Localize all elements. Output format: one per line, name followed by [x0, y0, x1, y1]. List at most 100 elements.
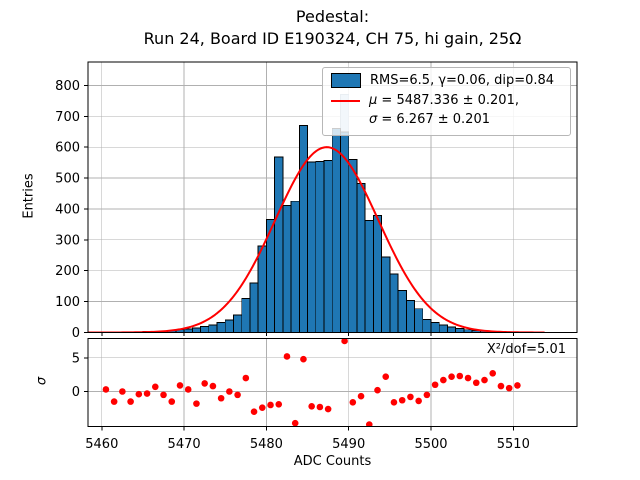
histogram-bar — [438, 324, 448, 333]
histogram-bar — [422, 319, 432, 333]
residual-point — [102, 386, 110, 393]
histogram-bar — [233, 314, 243, 333]
x-tick-label: 5470 — [168, 437, 201, 452]
residual-point — [127, 398, 134, 405]
y-tick-residual-label: 0 — [72, 385, 80, 400]
residual-point — [258, 404, 266, 411]
residual-point — [374, 386, 381, 394]
main-panel-border — [87, 61, 578, 333]
y-tick-label: 200 — [55, 264, 80, 279]
residual-point — [184, 386, 192, 393]
residual-point — [448, 373, 455, 380]
legend-fit-entry: μ = 5487.336 ± 0.201, σ = 6.267 ± 0.201 — [331, 91, 562, 129]
histogram-bar — [389, 273, 399, 333]
histogram-bar — [331, 128, 341, 333]
residual-point — [349, 398, 357, 406]
residual-point — [308, 403, 315, 410]
chart-title: Pedestal: Run 24, Board ID E190324, CH 7… — [88, 6, 577, 50]
residual-point — [431, 381, 439, 389]
residual-point — [514, 382, 521, 389]
residual-point — [217, 394, 225, 402]
x-tick-label: 5510 — [497, 437, 530, 452]
residual-point — [341, 338, 348, 345]
residual-point — [176, 382, 184, 389]
histogram-bar — [307, 161, 317, 333]
histogram-bar — [274, 156, 284, 333]
histogram-bar — [414, 308, 424, 333]
legend-histogram-swatch — [331, 73, 361, 88]
histogram-bar — [191, 327, 202, 333]
residual-point — [143, 390, 151, 397]
y-tick-label: 500 — [55, 172, 80, 187]
y-tick-label: 300 — [55, 233, 80, 248]
residual-point — [357, 392, 365, 400]
chart-title-line2: Run 24, Board ID E190324, CH 75, hi gain… — [143, 29, 522, 48]
residual-point — [226, 388, 233, 395]
residual-panel-border — [87, 338, 578, 427]
residual-point — [250, 408, 258, 416]
residual-point — [119, 388, 126, 395]
x-tick-label: 5460 — [85, 437, 118, 452]
residual-point — [497, 382, 505, 390]
residual-point — [300, 355, 307, 363]
residual-point — [151, 383, 159, 391]
histogram-bar — [208, 324, 218, 333]
residual-point — [267, 401, 274, 409]
histogram-bar — [290, 200, 300, 333]
x-axis-label: ADC Counts — [293, 454, 372, 469]
legend-fit-label-line1: μ = 5487.336 ± 0.201, — [369, 93, 519, 108]
residual-point — [168, 398, 176, 405]
spines — [87, 61, 578, 427]
legend-histogram-label: RMS=6.5, γ=0.06, dip=0.84 — [370, 73, 555, 88]
histogram-bar — [372, 214, 383, 333]
histogram — [109, 93, 531, 333]
histogram-bar — [397, 290, 407, 333]
histogram-bar — [241, 298, 251, 333]
residual-point — [365, 421, 373, 427]
tick-labels: 5460 5470 5480 5490 5500 5510 0 100 200 300 400 500… — [55, 79, 530, 452]
histogram-bar — [216, 321, 226, 333]
histogram-bar — [249, 282, 259, 333]
y-tick-label: 600 — [55, 141, 80, 156]
residual-point — [481, 376, 488, 384]
histogram-bar — [447, 326, 457, 333]
ticks — [84, 84, 514, 431]
residual-point — [209, 382, 217, 390]
legend-fit-line-sample — [331, 100, 360, 102]
residual-point — [472, 379, 480, 387]
histogram-bar — [282, 205, 292, 333]
histogram-bar — [183, 328, 193, 333]
fit-curve-group — [88, 146, 545, 333]
histogram-bar — [224, 319, 234, 333]
residual-point — [316, 403, 324, 411]
y-tick-label: 400 — [55, 202, 80, 217]
legend-fit-label: μ = 5487.336 ± 0.201, σ = 6.267 ± 0.201 — [369, 91, 519, 129]
histogram-bar — [430, 322, 440, 333]
residual-point — [407, 393, 414, 401]
residual-point — [464, 374, 472, 382]
y-tick-residual-label: 5 — [72, 351, 80, 366]
residual-point — [456, 372, 464, 380]
residual-point — [283, 353, 291, 360]
histogram-bar — [455, 328, 465, 333]
x-tick-label: 5480 — [250, 437, 283, 452]
histogram-bar — [356, 183, 366, 333]
y-tick-label: 800 — [55, 79, 80, 94]
legend: RMS=6.5, γ=0.06, dip=0.84 μ = 5487.336 ±… — [322, 67, 571, 136]
chi2-annotation: X²/dof=5.01 — [486, 342, 566, 357]
histogram-bar — [200, 326, 210, 333]
histogram-bar — [315, 161, 325, 333]
legend-fit-label-line2: σ = 6.267 ± 0.201 — [369, 112, 490, 127]
residual-point — [382, 373, 390, 380]
residual-point — [324, 405, 332, 413]
residual-point — [234, 391, 241, 399]
fit-curve — [88, 146, 545, 333]
residual-point — [291, 419, 299, 427]
histogram-bar — [348, 159, 358, 333]
y-tick-label: 100 — [55, 295, 80, 310]
histogram-bar — [364, 219, 374, 333]
residual-point — [110, 398, 118, 405]
histogram-bar — [298, 125, 309, 333]
